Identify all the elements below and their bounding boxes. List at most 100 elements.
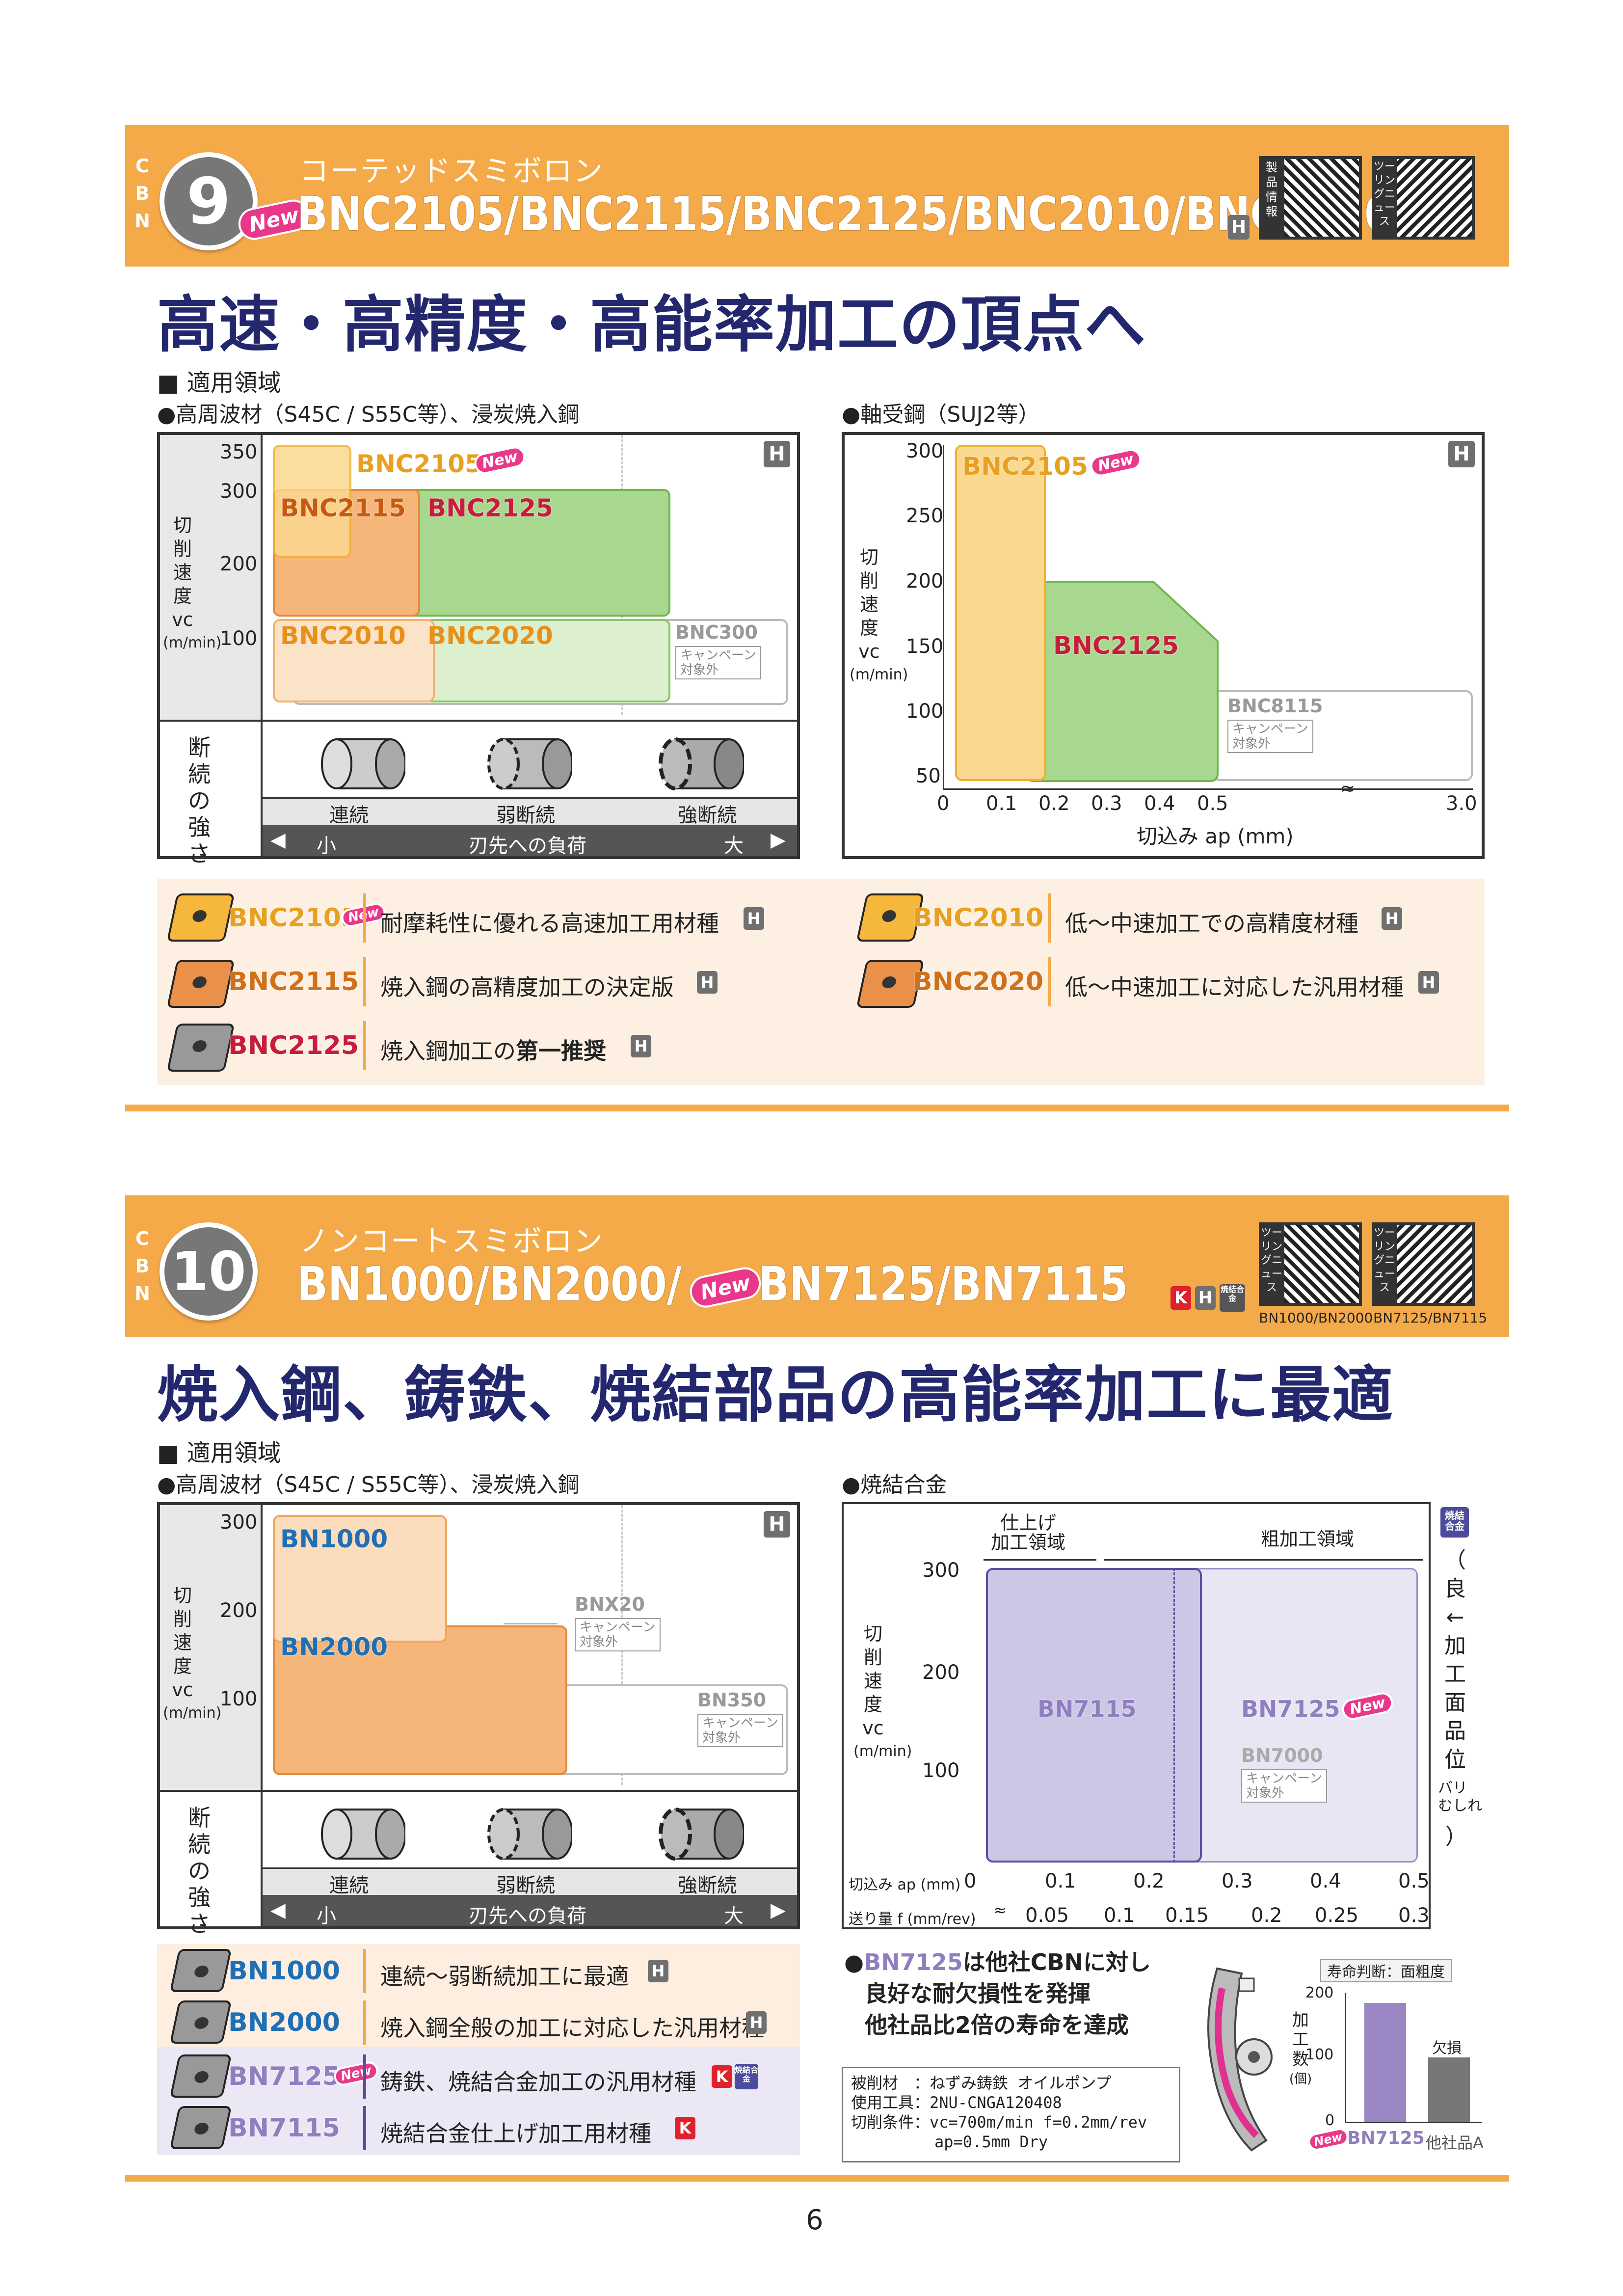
qr-code-bn1000-bn2000[interactable]: ツーリングニュース	[1259, 1222, 1362, 1306]
x-tick: 0.5	[1398, 1870, 1430, 1892]
campaign-note: キャンペーン 対象外	[1227, 720, 1313, 753]
load-small: 小	[317, 835, 336, 857]
scale-close-paren: ）	[1445, 1824, 1467, 1849]
grade-badge: H	[1418, 971, 1439, 994]
region-bnc2010	[273, 619, 435, 702]
separator	[363, 2000, 366, 2045]
bottom-band	[160, 720, 797, 722]
y-axis-label: 切削速度 vc (m/min)	[163, 1585, 222, 1722]
page-number: 6	[806, 2204, 824, 2236]
qr-code-product-info[interactable]: 製品情報	[1259, 156, 1362, 240]
x-axis-label-ap: 切込み ap (mm)	[849, 1876, 961, 1893]
cut-type-heavy-interrupted: 強断続	[678, 804, 737, 827]
y-tick: 250	[906, 505, 944, 527]
section9-headline: 高速・高精度・高能率加工の頂点へ	[157, 290, 1147, 360]
load-label: 刃先への負荷	[469, 835, 586, 857]
life-y-tick: 100	[1305, 2046, 1334, 2063]
section10-badge-k: K	[1171, 1286, 1191, 1310]
section9-right-chart: 切削速度 vc (m/min) 300 250 200 150 100 50 H B…	[842, 432, 1485, 859]
section10-number: 10	[160, 1222, 258, 1321]
x-tick: 0.4	[1310, 1870, 1341, 1892]
qr-icon	[1397, 1225, 1472, 1303]
qr-caption: BN7125/BN7115	[1373, 1310, 1488, 1326]
grade-name: BNC2115	[228, 967, 359, 997]
section9-left-chart: 切削速度 vc (m/min) 350 300 200 100 H BNC300 キ…	[157, 432, 800, 867]
y-tick: 100	[922, 1759, 960, 1782]
x-tick: 3.0	[1446, 792, 1477, 815]
right-arrow-icon: ▶	[771, 1899, 786, 1921]
grade-badge: H	[746, 2011, 767, 2034]
condition-cutting-2: ap=0.5mm Dry	[934, 2133, 1048, 2151]
section10-headline: 焼入鋼、鋳鉄、焼結部品の高能率加工に最適	[157, 1360, 1394, 1431]
x-tick: 0.2	[1038, 792, 1070, 815]
insert-chip-icon	[169, 2106, 232, 2149]
finish-boundary	[1173, 1568, 1175, 1863]
life-bar-chart: 200 100 0 欠損	[1305, 1984, 1492, 2129]
grade-name: BN2000	[228, 2008, 340, 2037]
y-axis-label: 切削速度 vc (m/min)	[163, 514, 222, 651]
bottom-band	[160, 1790, 797, 1792]
separator	[363, 1021, 366, 1070]
campaign-note: キャンペーン 対象外	[697, 1714, 783, 1747]
surface-quality-scale: （良 ← 加工面品位	[1444, 1548, 1466, 1772]
separator	[363, 2054, 366, 2099]
load-label: 刃先への負荷	[469, 1905, 586, 1927]
grade-desc: 焼入鋼全般の加工に対応した汎用材種	[380, 2015, 764, 2041]
separator	[363, 1949, 366, 1993]
grade-name: BNC2020	[913, 967, 1044, 997]
chart-h-badge: H	[764, 1511, 790, 1538]
heavy-interrupted-workpiece-icon	[656, 729, 745, 798]
finish-zone-label: 仕上げ 加工領域	[991, 1512, 1066, 1553]
y-tick: 200	[220, 1599, 258, 1622]
y-tick: 100	[220, 1688, 258, 1710]
qr-code-bn7125-bn7115[interactable]: ツーリングニュース	[1372, 1222, 1475, 1306]
condition-cutting: 切削条件：vc=700m/min f=0.2mm/rev	[851, 2113, 1147, 2132]
insert-chip-icon	[169, 2000, 232, 2044]
grade-badge: H	[631, 1035, 651, 1057]
region-bnc2125	[405, 489, 670, 617]
campaign-note: キャンペーン 対象外	[675, 646, 761, 679]
qr-label: ツーリングニュース	[1374, 1226, 1395, 1305]
qr-icon	[1284, 159, 1359, 237]
x-tick: 0.05	[1025, 1904, 1069, 1927]
grade-desc: 低～中速加工での高精度材種	[1065, 910, 1358, 937]
life-chart-ylabel: 加工数 (個)	[1289, 2010, 1312, 2086]
y-tick: 200	[922, 1661, 960, 1684]
insert-chip-icon	[166, 1024, 235, 1072]
label-bnc2010: BNC2010	[280, 621, 406, 650]
oil-pump-workpiece-image	[1207, 1967, 1273, 2152]
x-tick: 0.3	[1398, 1904, 1430, 1927]
label-bnc2105: BNC2105	[962, 452, 1088, 481]
qr-label: 製品情報	[1261, 160, 1282, 239]
rough-zone-label: 粗加工領域	[1261, 1528, 1355, 1550]
grade-desc: 焼入鋼加工の第一推奨	[380, 1038, 606, 1064]
y-tick: 200	[220, 553, 258, 575]
grade-badge: H	[697, 971, 718, 994]
x-axis-label-feed: 送り量 f (mm/rev)	[849, 1911, 976, 1928]
section10-right-chart-title: ●焼結合金	[842, 1472, 947, 1497]
section9-left-chart-title: ●高周波材（S45C / S55C等）、浸炭焼入鋼	[157, 402, 580, 427]
y-tick: 300	[906, 440, 944, 462]
sintered-badge: 焼結合金	[1440, 1507, 1469, 1538]
cut-type-light-interrupted: 弱断続	[496, 804, 555, 827]
light-interrupted-workpiece-icon	[484, 1800, 573, 1868]
x-axis-break-icon: ≈	[993, 1901, 1007, 1919]
cut-type-continuous: 連続	[329, 804, 369, 827]
label-bnc2020: BNC2020	[427, 621, 553, 650]
y-tick: 150	[906, 635, 944, 658]
qr-code-tooling-news[interactable]: ツーリングニュース	[1372, 156, 1475, 240]
separator	[1048, 893, 1051, 943]
grade-name: BNC2125	[228, 1031, 359, 1060]
section10-applicable-range: ■ 適用領域	[157, 1439, 281, 1467]
life-y-axis	[1345, 1993, 1346, 2123]
label-bn7125: BN7125	[1241, 1696, 1340, 1722]
label-bn2000: BN2000	[280, 1633, 388, 1661]
x-tick: 0	[964, 1870, 977, 1892]
x-tick: 0.5	[1197, 792, 1228, 815]
continuous-workpiece-icon	[317, 729, 406, 798]
load-small: 小	[317, 1905, 336, 1927]
x-tick: 0.1	[1045, 1870, 1076, 1892]
grade-badge-k: K	[675, 2117, 695, 2139]
